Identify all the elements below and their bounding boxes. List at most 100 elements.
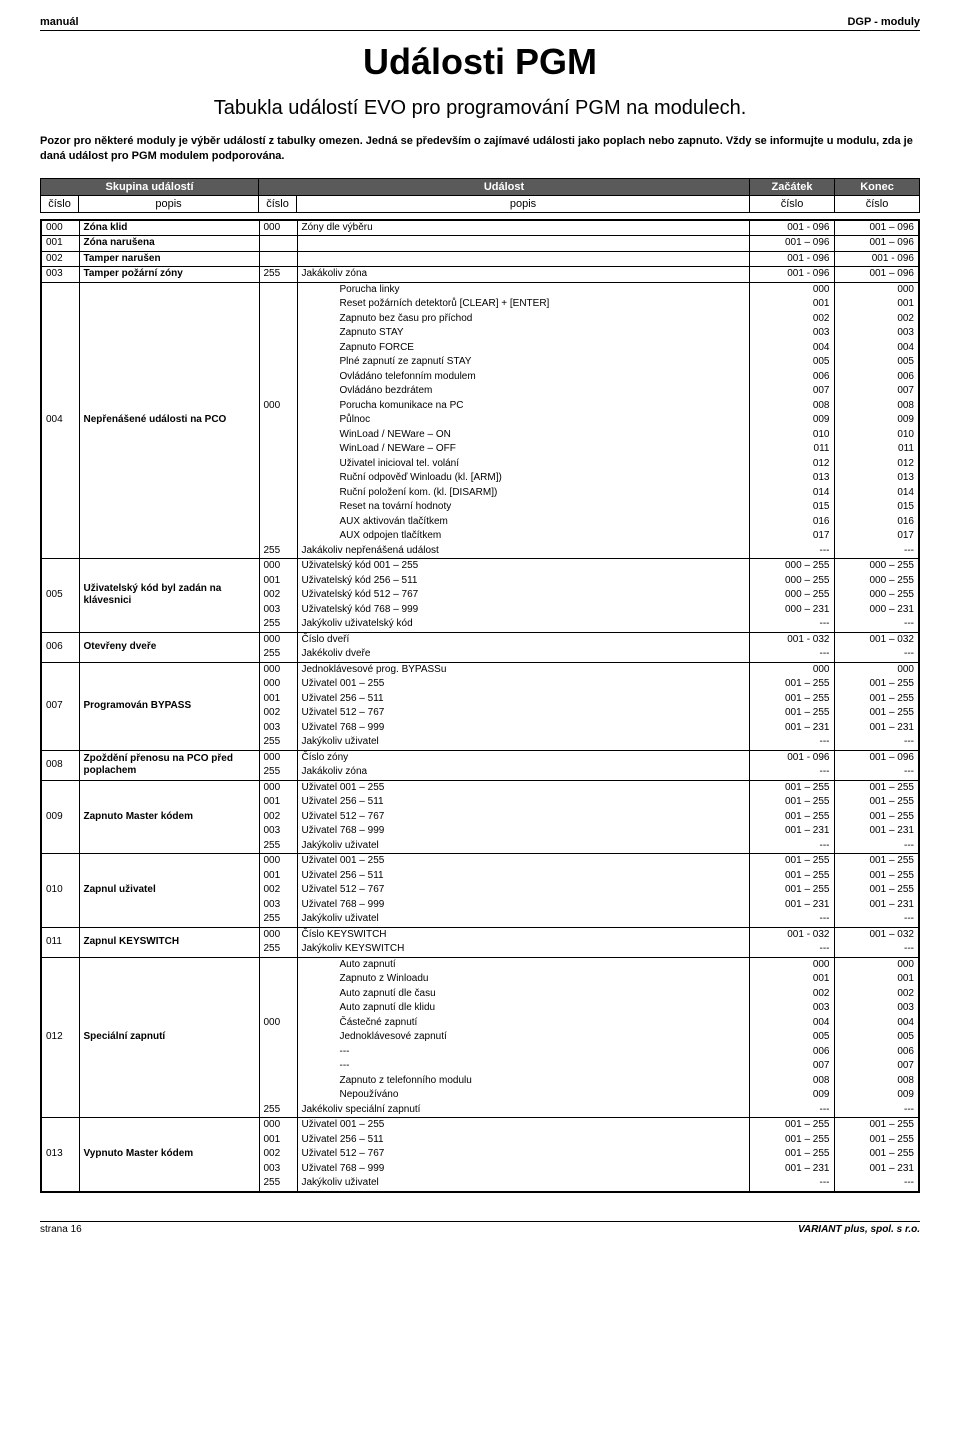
event-desc: Jakýkoliv uživatel bbox=[297, 1176, 749, 1192]
table-row: 011Zapnul KEYSWITCH000Číslo KEYSWITCH001… bbox=[41, 927, 919, 942]
end-val: 013 bbox=[834, 471, 919, 486]
event-num: 001 bbox=[259, 795, 297, 810]
event-num bbox=[259, 312, 297, 327]
end-val: 001 – 032 bbox=[834, 927, 919, 942]
start-val: --- bbox=[749, 839, 834, 854]
event-num bbox=[259, 500, 297, 515]
group-desc: Tamper narušen bbox=[79, 251, 259, 267]
event-num: 003 bbox=[259, 603, 297, 618]
event-num bbox=[259, 355, 297, 370]
th-num-2: číslo bbox=[259, 195, 297, 212]
start-val: 000 bbox=[749, 957, 834, 972]
table-row: 005Uživatelský kód byl zadán na klávesni… bbox=[41, 559, 919, 574]
event-num bbox=[259, 1030, 297, 1045]
event-desc: Ruční odpověď Winloadu (kl. [ARM]) bbox=[297, 471, 749, 486]
group-desc: Zóna klid bbox=[79, 220, 259, 236]
start-val: 005 bbox=[749, 355, 834, 370]
group-desc: Zpoždění přenosu na PCO před poplachem bbox=[79, 750, 259, 780]
event-desc: WinLoad / NEWare – OFF bbox=[297, 442, 749, 457]
event-desc: Uživatel 512 – 767 bbox=[297, 1147, 749, 1162]
top-bar: manuál DGP - moduly bbox=[40, 16, 920, 31]
event-num: 000 bbox=[259, 1016, 297, 1031]
event-desc: Jakákoliv zóna bbox=[297, 267, 749, 283]
start-val: --- bbox=[749, 912, 834, 927]
table-row: 001Zóna narušena001 – 096001 – 096 bbox=[41, 236, 919, 252]
event-desc: Jakákoliv zóna bbox=[297, 765, 749, 780]
start-val: 001 – 255 bbox=[749, 677, 834, 692]
start-val: 000 – 255 bbox=[749, 559, 834, 574]
group-desc: Uživatelský kód byl zadán na klávesnici bbox=[79, 559, 259, 633]
end-val: 005 bbox=[834, 1030, 919, 1045]
event-desc: Uživatel 768 – 999 bbox=[297, 721, 749, 736]
start-val: 000 – 255 bbox=[749, 574, 834, 589]
event-desc: Uživatel 768 – 999 bbox=[297, 898, 749, 913]
end-val: 001 – 231 bbox=[834, 898, 919, 913]
group-num: 010 bbox=[41, 854, 79, 928]
end-val: 001 – 255 bbox=[834, 1147, 919, 1162]
event-num: 000 bbox=[259, 854, 297, 869]
end-val: --- bbox=[834, 617, 919, 632]
start-val: 014 bbox=[749, 486, 834, 501]
event-num bbox=[259, 972, 297, 987]
group-desc: Vypnuto Master kódem bbox=[79, 1118, 259, 1192]
event-desc: Jakýkoliv uživatel bbox=[297, 839, 749, 854]
start-val: 001 – 255 bbox=[749, 1118, 834, 1133]
event-desc: Nepoužíváno bbox=[297, 1088, 749, 1103]
start-val: 008 bbox=[749, 1074, 834, 1089]
group-num: 006 bbox=[41, 632, 79, 662]
footer-right: VARIANT plus, spol. s r.o. bbox=[798, 1224, 920, 1235]
event-desc: Uživatel 001 – 255 bbox=[297, 1118, 749, 1133]
table-row: 008Zpoždění přenosu na PCO před poplache… bbox=[41, 750, 919, 765]
event-desc: Zapnuto z telefonního modulu bbox=[297, 1074, 749, 1089]
end-val: 000 bbox=[834, 957, 919, 972]
end-val: 003 bbox=[834, 326, 919, 341]
event-desc: Jakákoliv nepřenášená událost bbox=[297, 544, 749, 559]
event-num: 255 bbox=[259, 735, 297, 750]
start-val: 000 – 255 bbox=[749, 588, 834, 603]
event-num: 000 bbox=[259, 1118, 297, 1133]
end-val: --- bbox=[834, 544, 919, 559]
data-table: 000Zóna klid000Zóny dle výběru001 - 0960… bbox=[40, 219, 920, 1193]
start-val: 010 bbox=[749, 428, 834, 443]
event-desc: Uživatel 768 – 999 bbox=[297, 824, 749, 839]
start-val: 001 – 255 bbox=[749, 883, 834, 898]
event-desc: Jakýkoliv uživatel bbox=[297, 912, 749, 927]
group-num: 005 bbox=[41, 559, 79, 633]
table-row: 002Tamper narušen001 - 096001 - 096 bbox=[41, 251, 919, 267]
event-desc: Jakýkoliv uživatelský kód bbox=[297, 617, 749, 632]
group-num: 009 bbox=[41, 780, 79, 854]
start-val: 001 - 096 bbox=[749, 251, 834, 267]
event-desc: Zapnuto FORCE bbox=[297, 341, 749, 356]
event-num bbox=[259, 987, 297, 1002]
group-desc: Zapnul KEYSWITCH bbox=[79, 927, 259, 957]
end-val: 001 – 255 bbox=[834, 869, 919, 884]
event-desc: AUX aktivován tlačítkem bbox=[297, 515, 749, 530]
end-val: 006 bbox=[834, 1045, 919, 1060]
event-num: 255 bbox=[259, 912, 297, 927]
start-val: 001 – 255 bbox=[749, 810, 834, 825]
event-num: 001 bbox=[259, 1133, 297, 1148]
event-desc: Ovládáno telefonním modulem bbox=[297, 370, 749, 385]
end-val: --- bbox=[834, 1176, 919, 1192]
start-val: 001 – 231 bbox=[749, 1162, 834, 1177]
event-desc: --- bbox=[297, 1045, 749, 1060]
group-desc: Speciální zapnutí bbox=[79, 957, 259, 1118]
start-val: 001 - 032 bbox=[749, 927, 834, 942]
start-val: --- bbox=[749, 942, 834, 957]
event-num bbox=[259, 442, 297, 457]
event-num: 255 bbox=[259, 1176, 297, 1192]
end-val: 014 bbox=[834, 486, 919, 501]
event-num bbox=[259, 1045, 297, 1060]
th-desc-1: popis bbox=[79, 195, 259, 212]
end-val: 001 – 096 bbox=[834, 750, 919, 765]
event-num bbox=[259, 486, 297, 501]
start-val: 001 – 255 bbox=[749, 706, 834, 721]
table-row: 003Tamper požární zóny255Jakákoliv zóna0… bbox=[41, 267, 919, 283]
event-num: 002 bbox=[259, 588, 297, 603]
end-val: 017 bbox=[834, 529, 919, 544]
end-val: 000 – 255 bbox=[834, 559, 919, 574]
group-num: 013 bbox=[41, 1118, 79, 1192]
event-desc: Jakýkoliv uživatel bbox=[297, 735, 749, 750]
group-num: 011 bbox=[41, 927, 79, 957]
end-val: 015 bbox=[834, 500, 919, 515]
